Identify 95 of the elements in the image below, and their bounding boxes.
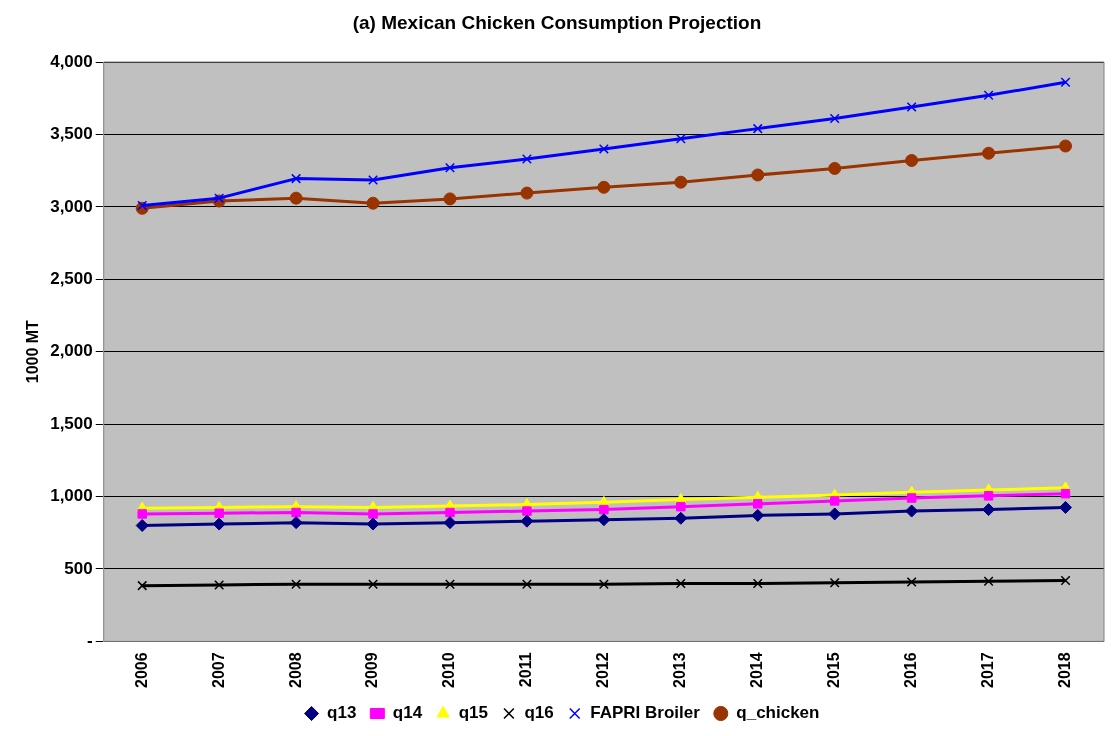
point bbox=[751, 508, 765, 522]
point bbox=[520, 186, 534, 200]
point bbox=[368, 509, 378, 519]
point bbox=[137, 580, 148, 591]
point bbox=[1059, 139, 1073, 153]
point bbox=[1059, 500, 1073, 514]
y-axis-title: 1000 MT bbox=[24, 319, 42, 384]
point bbox=[597, 180, 611, 194]
point bbox=[291, 579, 302, 590]
point bbox=[751, 168, 765, 182]
point bbox=[829, 496, 840, 506]
legend-label: q14 bbox=[392, 703, 423, 723]
point bbox=[443, 192, 457, 206]
point bbox=[829, 577, 840, 588]
x-tick-label: 2015 bbox=[825, 652, 843, 688]
point bbox=[598, 579, 609, 590]
point bbox=[675, 492, 687, 503]
point bbox=[291, 173, 302, 184]
x-tick-label: 2008 bbox=[286, 652, 304, 688]
y-tick-label: - bbox=[87, 631, 93, 651]
point bbox=[520, 514, 534, 528]
x-tick-label: 2012 bbox=[594, 652, 612, 688]
x-tick-label: 2018 bbox=[1055, 652, 1073, 688]
point bbox=[1060, 77, 1071, 88]
point bbox=[443, 516, 457, 530]
point bbox=[753, 499, 763, 509]
point bbox=[599, 504, 609, 515]
point bbox=[598, 495, 610, 506]
y-tick-label: 3,500 bbox=[50, 124, 93, 144]
point bbox=[829, 113, 840, 124]
point bbox=[444, 162, 455, 173]
point bbox=[445, 507, 455, 518]
x-tick-label: 2009 bbox=[363, 652, 381, 688]
point bbox=[368, 175, 379, 186]
y-tick-label: 500 bbox=[64, 558, 93, 578]
point bbox=[676, 501, 686, 512]
point bbox=[905, 154, 919, 167]
point bbox=[983, 576, 994, 587]
point bbox=[522, 506, 532, 516]
point bbox=[137, 200, 148, 211]
point bbox=[906, 577, 917, 588]
point bbox=[675, 578, 686, 589]
point bbox=[983, 90, 994, 101]
legend-label: q_chicken bbox=[736, 703, 820, 723]
point bbox=[214, 508, 224, 518]
y-tick-label: 1,000 bbox=[50, 486, 93, 506]
point bbox=[828, 507, 842, 521]
x-tick-label: 2017 bbox=[978, 652, 996, 688]
point bbox=[444, 579, 455, 590]
legend-label: q16 bbox=[524, 703, 554, 723]
point bbox=[752, 578, 763, 589]
point bbox=[135, 519, 149, 533]
point bbox=[905, 504, 919, 518]
point bbox=[214, 193, 225, 204]
point bbox=[521, 154, 532, 165]
point bbox=[291, 507, 301, 518]
x-tick-label: 2016 bbox=[902, 652, 920, 688]
point bbox=[366, 196, 380, 210]
x-tick-label: 2006 bbox=[132, 652, 150, 688]
point bbox=[597, 513, 611, 527]
y-tick-label: 2,000 bbox=[50, 341, 93, 361]
point bbox=[906, 101, 917, 112]
x-tick-label: 2011 bbox=[517, 652, 535, 688]
legend-label: q13 bbox=[327, 703, 357, 723]
point bbox=[675, 133, 686, 144]
point bbox=[212, 517, 226, 531]
point bbox=[1060, 488, 1071, 499]
point bbox=[214, 579, 225, 590]
point bbox=[982, 503, 996, 517]
point bbox=[598, 143, 609, 154]
point bbox=[289, 516, 303, 530]
point bbox=[521, 579, 532, 590]
point bbox=[289, 191, 303, 205]
point bbox=[368, 579, 379, 590]
x-tick-label: 2010 bbox=[440, 652, 458, 688]
point bbox=[982, 146, 996, 160]
point bbox=[674, 175, 688, 189]
x-tick-label: 2014 bbox=[748, 652, 766, 688]
point bbox=[828, 161, 842, 175]
point bbox=[983, 491, 994, 501]
y-tick-label: 1,500 bbox=[50, 413, 93, 433]
point bbox=[674, 511, 688, 525]
point bbox=[137, 509, 147, 519]
point bbox=[1060, 575, 1071, 586]
chart-title: (a) Mexican Chicken Consumption Projection bbox=[351, 12, 763, 35]
point bbox=[752, 123, 763, 134]
legend-label: q15 bbox=[458, 703, 488, 723]
legend-label: FAPRI Broiler bbox=[590, 703, 701, 723]
point bbox=[366, 517, 380, 531]
point bbox=[906, 493, 917, 503]
x-tick-label: 2013 bbox=[671, 652, 689, 688]
x-tick-label: 2007 bbox=[209, 652, 227, 688]
y-tick-label: 3,000 bbox=[50, 196, 93, 216]
y-tick-label: 2,500 bbox=[50, 268, 93, 288]
y-tick-label: 4,000 bbox=[50, 51, 93, 71]
